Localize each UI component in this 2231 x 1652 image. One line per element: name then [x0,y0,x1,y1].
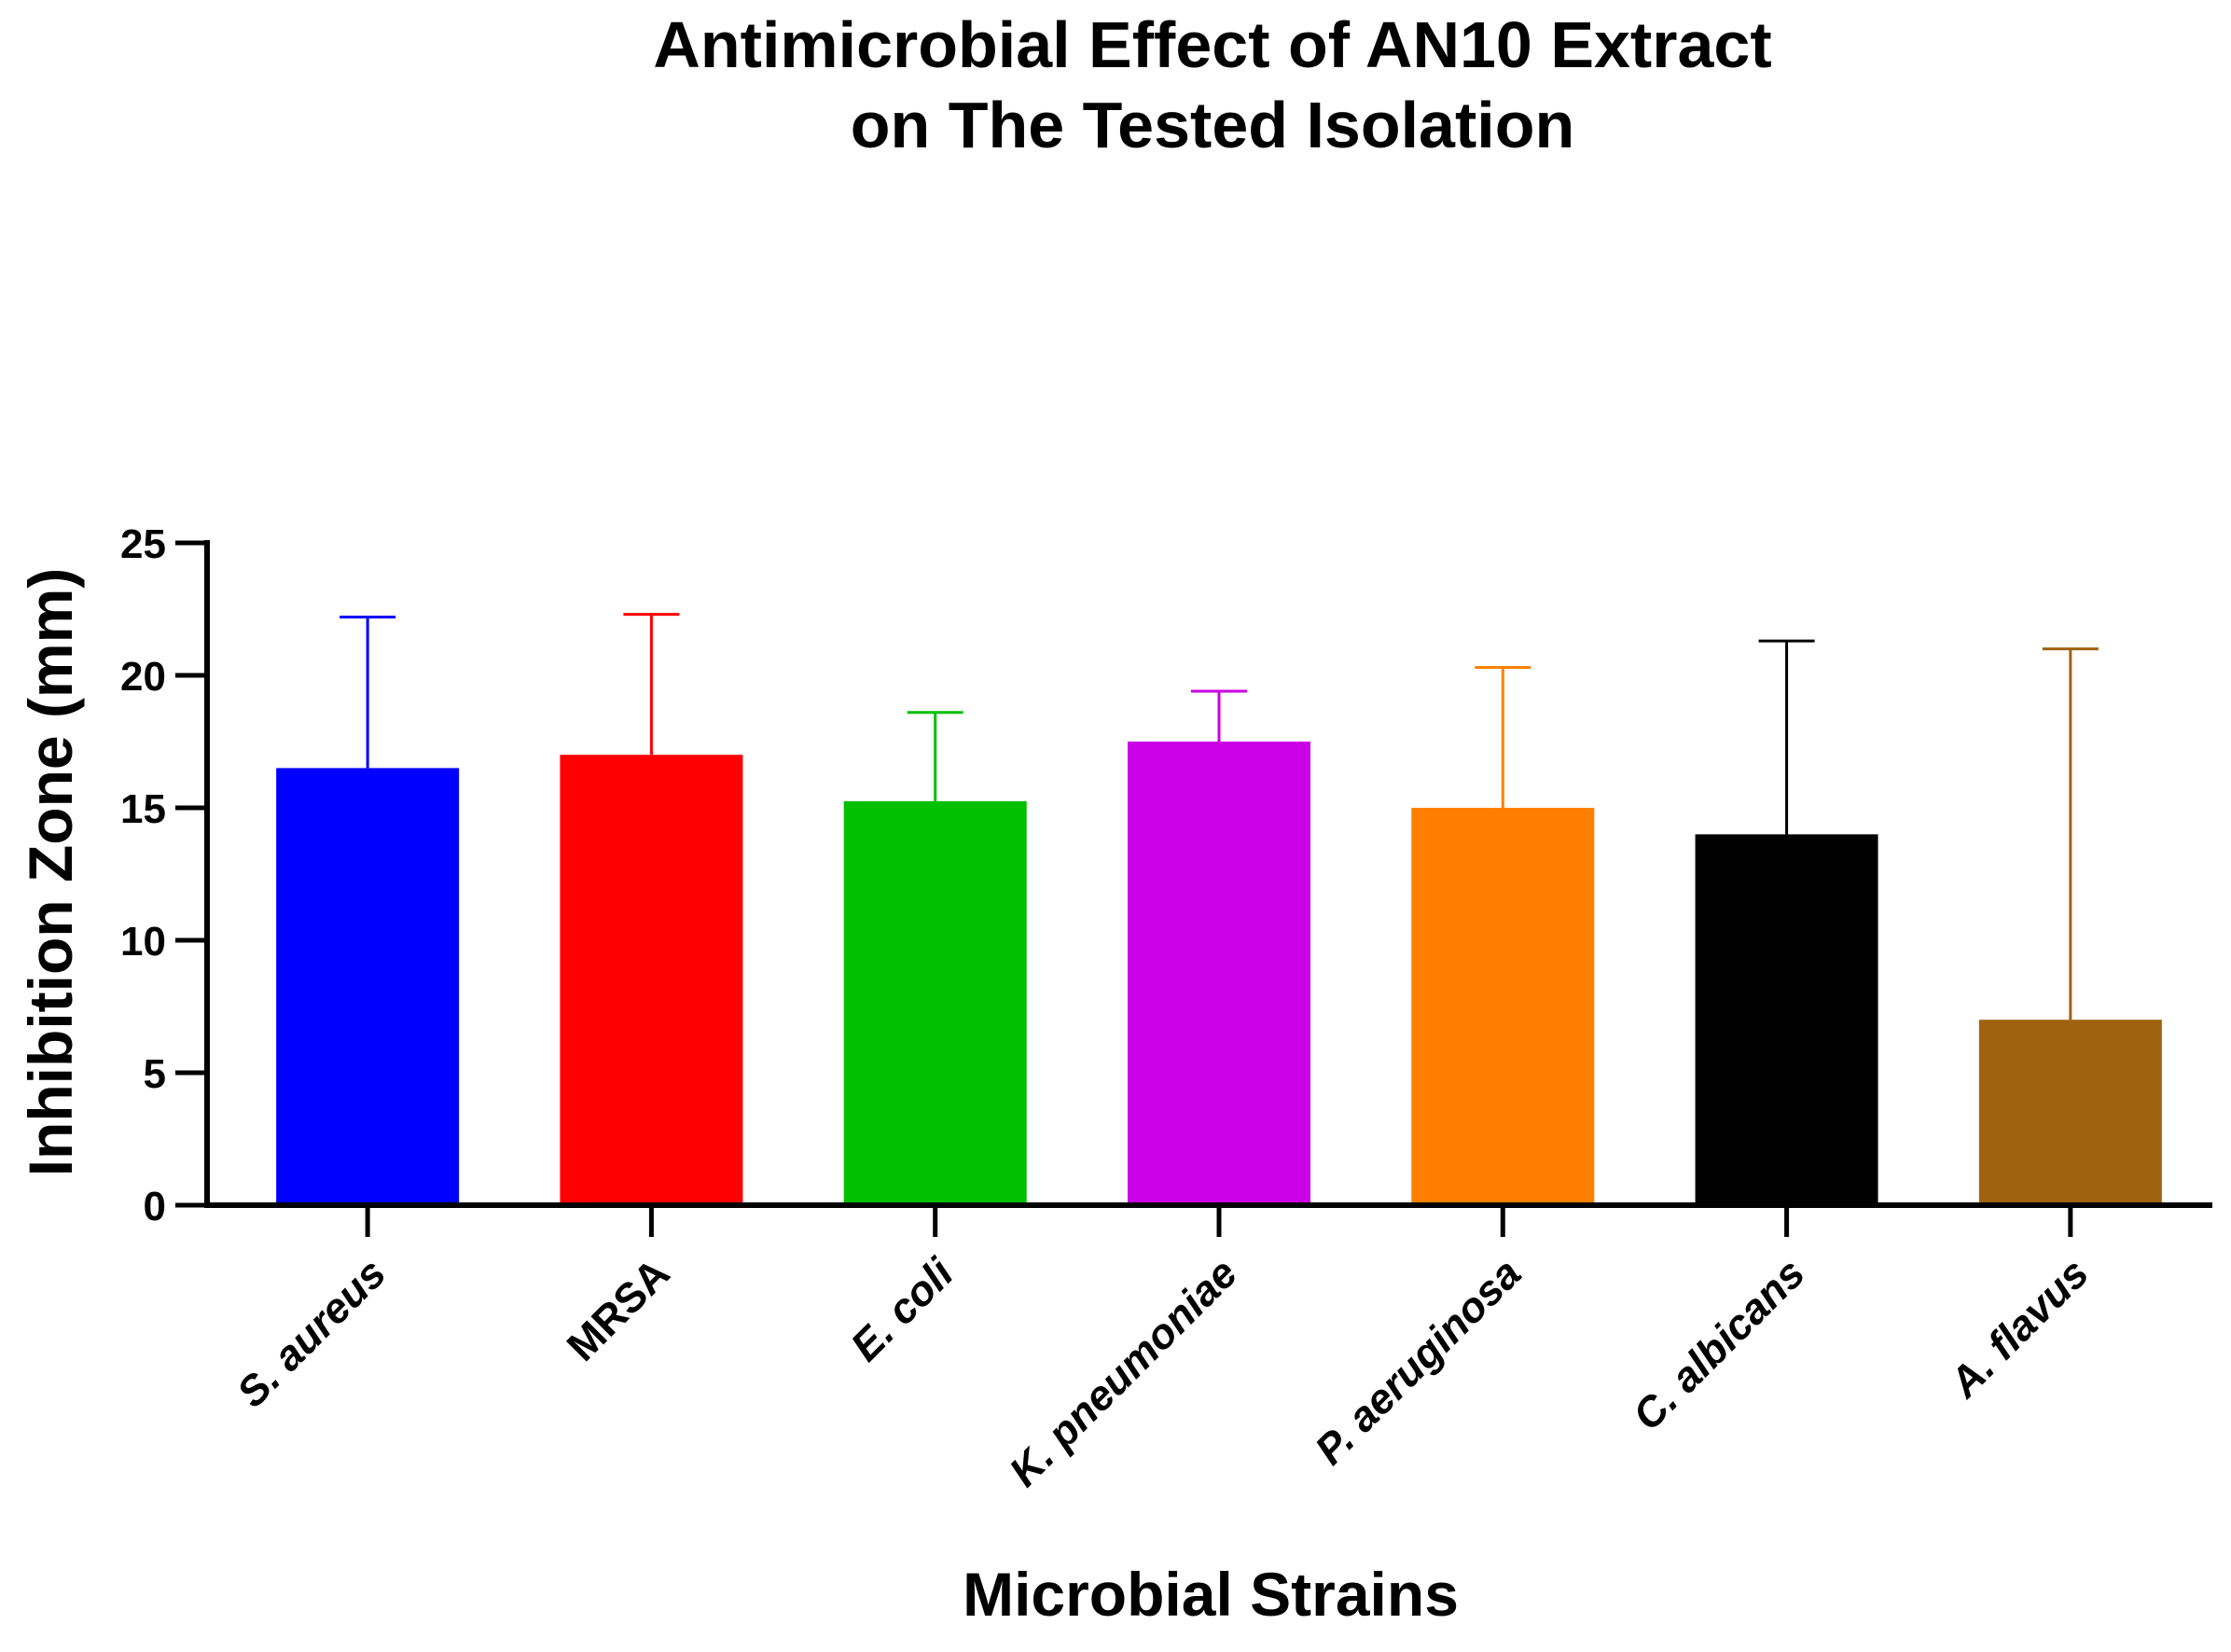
bar-p-aeruginosa [1411,808,1595,1205]
x-axis-title: Microbial Strains [963,1560,1459,1629]
y-tick-label-15: 15 [120,786,166,832]
x-label-k-pneumoniae: K. pneumoniae [1000,1249,1246,1495]
bar-s-aureus [276,768,460,1205]
x-label-p-aeruginosa: P. aeruginosa [1306,1249,1531,1474]
x-category-labels-group: S. aureus MRSA E. coli K. pneumoniae P. aeru… [228,1248,2098,1495]
y-tick-label-20: 20 [120,654,166,700]
x-label-s-aureus: S. aureus [228,1249,395,1416]
bar-c-albicans [1695,834,1878,1205]
bar-k-pneumoniae [1128,742,1310,1205]
bar-a-flavus [1978,1020,2162,1205]
y-tick-label-25: 25 [120,521,166,567]
y-tick-label-5: 5 [144,1051,166,1097]
x-label-e-coli: E. coli [841,1248,963,1370]
x-label-mrsa: MRSA [558,1249,679,1370]
y-tick-label-0: 0 [144,1184,166,1229]
bars-group [276,742,2162,1205]
y-ticks-group: 0 5 10 15 20 25 [120,521,207,1229]
chart-title-line-2: on The Tested Isolation [851,89,1575,161]
x-ticks-group [365,1205,2073,1237]
y-axis-title: Inhibition Zone (mm) [16,568,85,1177]
y-tick-label-10: 10 [120,919,166,965]
bar-mrsa [560,755,743,1205]
x-label-a-flavus: A. flavus [1940,1249,2098,1407]
error-bars-group [340,613,2099,1020]
bar-e-coli [843,800,1027,1205]
chart-title-line-1: Antimicrobial Effect of AN10 Extract [653,8,1771,81]
x-label-c-albicans: C. albicans [1624,1249,1814,1439]
